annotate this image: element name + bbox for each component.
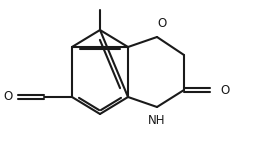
- Text: O: O: [158, 17, 167, 30]
- Text: O: O: [220, 83, 230, 97]
- Text: O: O: [4, 90, 13, 104]
- Text: NH: NH: [148, 114, 166, 127]
